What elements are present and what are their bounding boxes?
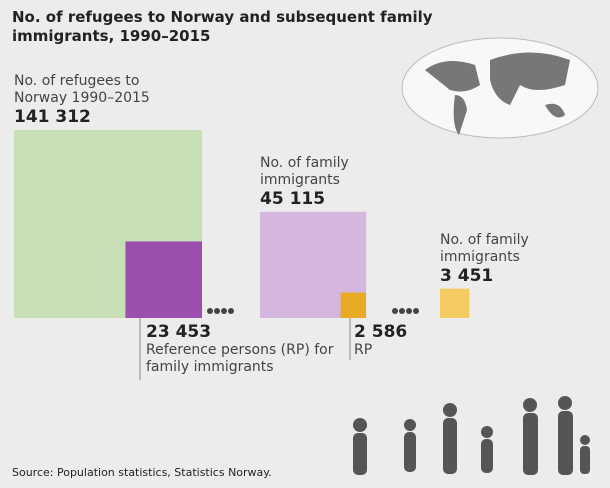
box-label: 2 586 RP: [354, 322, 434, 359]
label: RP: [354, 342, 373, 358]
globe: [401, 37, 599, 139]
person-icon: [399, 308, 405, 314]
label: No. of family immigrants: [260, 154, 349, 188]
value-label: 23 453: [146, 322, 212, 342]
area-square: [440, 288, 470, 318]
label: Reference persons (RP) for family immigr…: [146, 342, 334, 375]
value-label: 141 312: [14, 107, 91, 128]
value-label: 2 586: [354, 322, 408, 342]
area-square: [125, 241, 202, 318]
person-icon: [228, 308, 234, 314]
label: No. of refugees to Norway 1990–2015: [14, 73, 150, 107]
box-label: 23 453 Reference persons (RP) for family …: [146, 322, 346, 376]
person-icon: [406, 308, 412, 314]
person-icon: [221, 308, 227, 314]
person-icon: [207, 308, 213, 314]
person-icon: [392, 308, 398, 314]
label: No. of family immigrants: [440, 231, 529, 265]
box-label: No. of refugees to Norway 1990–2015 141 3…: [14, 73, 184, 127]
box-label: No. of family immigrants 3 451: [440, 232, 560, 286]
box-label: No. of family immigrants 45 115: [260, 155, 380, 209]
people-silhouettes: [353, 396, 590, 475]
value-label: 45 115: [260, 188, 326, 209]
source: Source: Population statistics, Statistic…: [12, 466, 272, 479]
value-label: 3 451: [440, 265, 494, 286]
person-icon: [214, 308, 220, 314]
area-square: [340, 292, 366, 318]
title: No. of refugees to Norway and subsequent…: [12, 8, 433, 45]
person-icon: [413, 308, 419, 314]
